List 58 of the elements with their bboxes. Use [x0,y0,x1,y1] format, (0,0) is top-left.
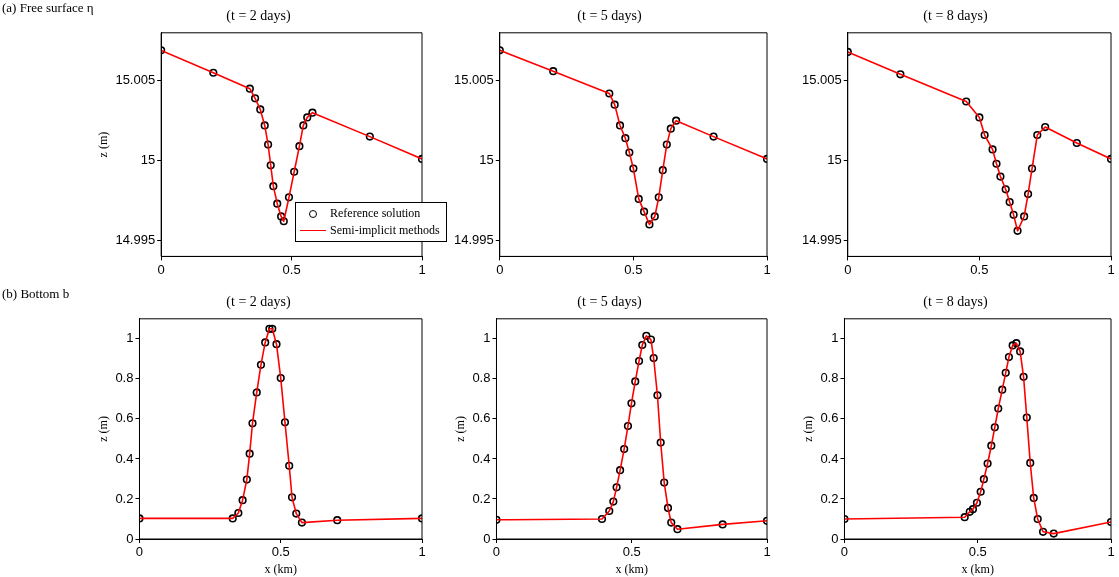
y-tick-label: 0 [831,530,839,546]
y-tick-label: 15.005 [802,72,842,88]
chart-title: (t = 8 days) [923,8,988,25]
y-tick-label: 15 [827,152,842,168]
chart-title: (t = 2 days) [226,8,291,25]
chart-title: (t = 8 days) [923,294,988,311]
y-tick-label: 14.995 [802,232,842,248]
text: (a) Free surface η [2,0,94,16]
x-tick-label: 1 [418,544,426,560]
x-axis-title: x (km) [264,561,297,576]
y-tick-label: 14.995 [115,232,156,248]
y-tick-label: 0.6 [472,410,491,426]
y-tick-label: 0 [126,530,134,546]
y-tick-label: 0 [483,530,491,546]
y-tick-label: 15 [140,152,156,168]
y-tick-label: 15.005 [115,72,156,88]
legend-label: Semi-implicit methods [330,222,440,239]
x-tick-label: 1 [418,261,426,277]
x-tick-label: 0.5 [282,261,301,277]
y-tick-label: 0.8 [115,370,134,386]
y-axis-title: z (m) [96,416,111,442]
text: (b) Bottom b [2,286,70,302]
chart-title: (t = 2 days) [226,294,291,311]
y-axis-title: z (m) [453,416,468,442]
y-tick-label: 0.4 [115,450,134,466]
x-tick-label: 0.5 [968,544,987,560]
y-tick-label: 0.8 [820,370,839,386]
x-tick-label: 0 [844,261,852,277]
x-tick-label: 0.5 [624,261,643,277]
y-tick-label: 0.6 [115,410,134,426]
legend-label: Reference solution [330,205,421,222]
x-tick-label: 0.5 [622,544,641,560]
y-tick-label: 1 [831,330,839,346]
y-tick-label: 14.995 [454,232,494,248]
y-tick-label: 1 [126,330,134,346]
y-tick-label: 0.2 [472,490,491,506]
y-tick-label: 0.2 [820,490,839,506]
y-tick-label: 0.4 [820,450,839,466]
x-axis-title: x (km) [615,561,648,576]
x-tick-label: 1 [763,261,771,277]
x-tick-label: 0 [496,261,504,277]
x-tick-label: 0.5 [970,261,989,277]
y-tick-label: 1 [483,330,491,346]
y-tick-label: 0.6 [820,410,839,426]
y-tick-label: 0.2 [115,490,134,506]
x-tick-label: 1 [1107,261,1115,277]
y-tick-label: 15 [479,152,494,168]
y-tick-label: 0.4 [472,450,491,466]
y-axis-title: z (m) [96,131,111,158]
chart-title: (t = 5 days) [577,8,642,25]
y-axis-title: z (m) [801,416,816,442]
y-tick-label: 0.8 [472,370,491,386]
x-tick-label: 0.5 [271,544,290,560]
y-tick-label: 15.005 [454,72,494,88]
x-tick-label: 1 [763,544,771,560]
chart-title: (t = 5 days) [577,294,642,311]
x-tick-label: 1 [1107,544,1115,560]
x-axis-title: x (km) [961,561,994,576]
